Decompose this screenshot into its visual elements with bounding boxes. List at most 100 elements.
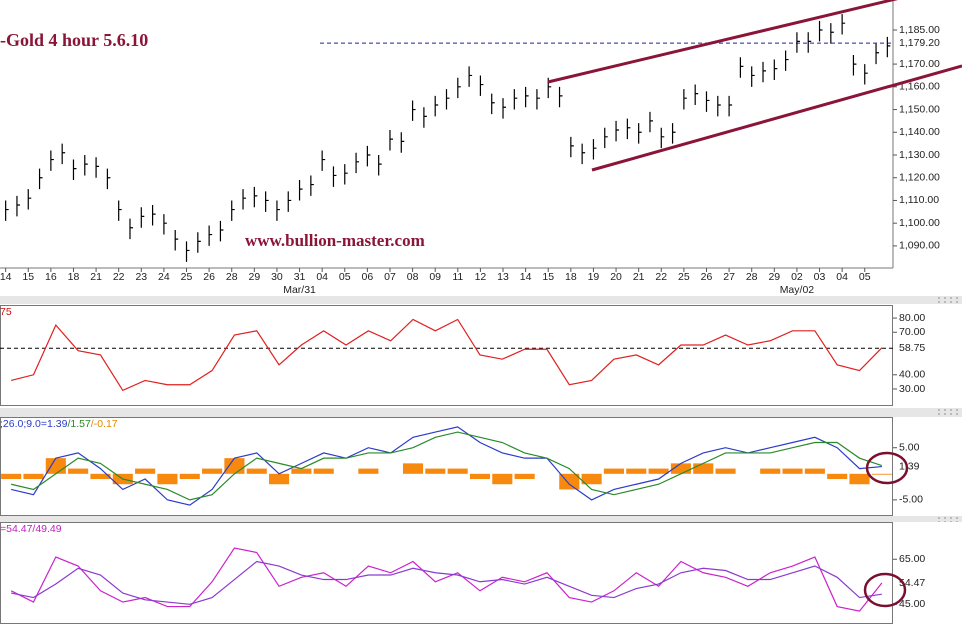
indicator-header: ;26.0;9.0=1.39/1.57/-0.17 xyxy=(0,418,118,430)
ohlc-bar xyxy=(536,89,540,110)
x-tick-label: 12 xyxy=(475,271,487,283)
period-label: May/02 xyxy=(780,284,815,296)
y-tick-label: -5.00 xyxy=(899,494,923,506)
header-part: 75 xyxy=(0,306,12,318)
ohlc-bar xyxy=(592,139,597,160)
separator xyxy=(0,516,962,522)
separator-grip xyxy=(935,516,962,522)
ohlc-bar xyxy=(50,150,54,171)
ohlc-bar xyxy=(570,136,574,158)
ohlc-bar xyxy=(830,23,834,44)
histogram-bar xyxy=(782,468,803,474)
ohlc-bar xyxy=(5,200,9,221)
ohlc-bar xyxy=(16,195,20,217)
y-tick-label: 45.00 xyxy=(899,598,925,610)
plot: 1,090.00 1,100.00 1,110.00 1,120.00 1,130.00… xyxy=(0,14,940,612)
series-line xyxy=(11,426,882,506)
histogram-bar xyxy=(469,473,491,480)
histogram-bar xyxy=(135,468,156,474)
y-tick-label: 1,100.00 xyxy=(899,217,940,229)
ohlc-bar xyxy=(72,159,77,180)
ohlc-bar xyxy=(174,230,179,251)
ohlc-bar xyxy=(717,95,721,117)
ohlc-bar xyxy=(660,127,665,149)
ohlc-bar xyxy=(513,89,518,110)
series-line xyxy=(11,560,882,605)
y-tick-label: 1,150.00 xyxy=(899,103,940,115)
x-tick-label: 15 xyxy=(22,271,34,283)
x-tick-label: 31 xyxy=(294,271,306,283)
ohlc-bar xyxy=(852,55,857,76)
histogram-bar xyxy=(447,468,468,474)
ohlc-bar xyxy=(84,155,88,176)
histogram-bar xyxy=(157,473,178,485)
y-tick-label: 80.00 xyxy=(899,312,925,324)
ohlc-bar xyxy=(152,205,156,226)
y-tick-label: 5.00 xyxy=(899,442,920,454)
ohlc-bar xyxy=(242,189,247,210)
ohlc-bar xyxy=(389,130,393,151)
ohlc-bar xyxy=(298,180,303,201)
ohlc-bar xyxy=(163,214,167,235)
x-tick-label: 20 xyxy=(610,271,622,283)
y-tick-label: 1,185.00 xyxy=(899,24,940,36)
ohlc-bar xyxy=(841,14,846,35)
x-tick-label: 21 xyxy=(633,271,645,283)
histogram-bar xyxy=(849,473,870,485)
x-tick-label: 25 xyxy=(181,271,193,283)
ohlc-bar xyxy=(683,89,687,110)
y-tick-label: 65.00 xyxy=(899,553,925,565)
x-tick-label: 26 xyxy=(701,271,713,283)
header-part: ;26.0;9.0=1.39 xyxy=(0,418,68,430)
ohlc-bar xyxy=(106,168,111,190)
x-tick-label: 28 xyxy=(226,271,238,283)
ohlc-bar xyxy=(491,93,495,115)
ohlc-bar xyxy=(581,143,586,165)
histogram-bar xyxy=(179,473,200,480)
histogram-bar xyxy=(269,473,290,485)
panel-frame xyxy=(0,305,893,406)
x-tick-label: 11 xyxy=(452,271,463,283)
x-tick-label: 29 xyxy=(248,271,260,283)
separator xyxy=(0,408,962,417)
histogram-bar xyxy=(246,468,267,474)
ohlc-bar xyxy=(649,111,653,133)
ohlc-bar xyxy=(321,150,326,171)
x-tick-label: 03 xyxy=(814,271,826,283)
histogram-bar xyxy=(603,468,624,474)
x-tick-label: 08 xyxy=(407,271,419,283)
histogram-bar xyxy=(581,473,602,485)
histogram-bar xyxy=(670,463,691,474)
ohlc-bar xyxy=(423,107,427,128)
ohlc-bar xyxy=(762,61,767,83)
header-part: /1.57 xyxy=(67,418,91,430)
last-value-label: 1.39 xyxy=(899,460,920,472)
ohlc-bar xyxy=(95,157,100,178)
histogram-bar xyxy=(760,468,781,474)
x-tick-label: 21 xyxy=(90,271,102,283)
header-part: =54.47/49.49 xyxy=(0,523,62,535)
reference-label: 1,179.20 xyxy=(899,37,940,49)
ohlc-bar xyxy=(626,118,631,140)
ohlc-bar xyxy=(287,191,292,212)
ohlc-bar xyxy=(457,77,461,99)
x-tick-label: 13 xyxy=(497,271,509,283)
ohlc-bar xyxy=(38,168,43,190)
y-tick-label: 30.00 xyxy=(899,383,925,395)
ohlc-bar xyxy=(739,57,744,78)
ohlc-bar xyxy=(400,132,405,153)
histogram-bar xyxy=(425,468,446,474)
separator-grip xyxy=(935,296,962,304)
ohlc-bar xyxy=(604,127,608,149)
ohlc-bar xyxy=(615,120,620,142)
histogram-bar xyxy=(1,473,22,480)
highlight-circle xyxy=(863,572,907,608)
histogram-bar xyxy=(626,468,647,474)
indicator-header: =54.47/49.49 xyxy=(0,523,62,535)
histogram-bar xyxy=(45,458,66,474)
period-label: Mar/31 xyxy=(283,284,316,296)
ohlc-bar xyxy=(118,200,122,221)
ohlc-bar xyxy=(265,191,269,212)
ohlc-bar xyxy=(694,84,699,105)
